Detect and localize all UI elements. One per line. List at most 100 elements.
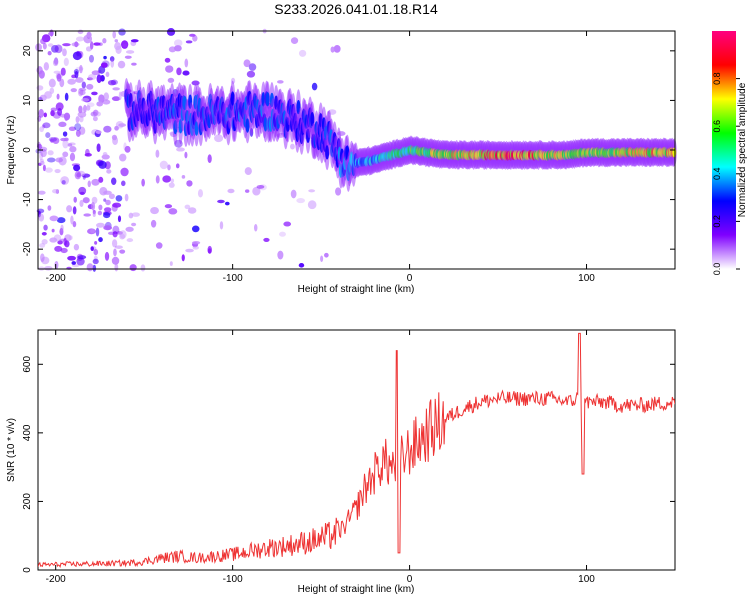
spectrogram-speckle <box>112 225 120 235</box>
spectrogram-speckle <box>58 121 67 128</box>
spectrogram-speckle <box>73 164 81 172</box>
spectrogram-speckle <box>263 237 270 243</box>
spectrogram-speckle <box>88 54 94 63</box>
spectrogram-speckle <box>89 41 94 50</box>
spectrogram-speckle <box>159 160 168 170</box>
spectrogram-speckle <box>69 146 77 153</box>
spectrogram-speckle <box>167 164 171 171</box>
spectrogram-speckle <box>57 108 63 116</box>
spectrogram-speckle <box>182 70 190 76</box>
spectrogram-speckle <box>47 51 52 56</box>
spectrogram-speckle <box>296 197 306 204</box>
snr-y-tick-label: 0 <box>22 567 33 573</box>
spectrogram-speckle <box>117 60 126 69</box>
spectrogram-speckle <box>73 196 77 203</box>
snr-frame <box>37 329 676 571</box>
spectrogram-speckle <box>131 212 140 217</box>
spectrogram-speckle <box>50 110 55 117</box>
spectrogram-speckle <box>174 45 182 52</box>
spectrogram-speckle <box>77 29 84 35</box>
spectrogram-speckle <box>298 49 307 57</box>
colorbar-tick-label: 0.4 <box>712 168 722 181</box>
spectrogram-speckle <box>96 143 101 153</box>
spectrogram-speckle <box>110 59 115 68</box>
spectrogram-speckle <box>253 223 258 232</box>
spectrogram-speckle <box>224 201 230 206</box>
spectrogram-speckle <box>41 239 48 245</box>
spectrogram-speckle <box>219 221 224 230</box>
spectrogram-speckle <box>175 163 180 169</box>
spectrogram-speckle <box>114 125 119 131</box>
spectrogram-speckle <box>169 261 173 266</box>
spectrogram-speckle <box>165 65 174 73</box>
spectrogram-speckle <box>47 150 54 156</box>
spectrogram-speckle <box>125 226 134 232</box>
spectrogram-speckle <box>47 43 54 47</box>
spectrogram-speckle <box>96 74 102 84</box>
spectrogram-speckle <box>55 102 64 111</box>
spectrogram-speckle <box>248 63 257 71</box>
spectrogram-speckle <box>115 195 123 202</box>
spectrogram-speckle <box>73 243 80 251</box>
spectrogram-speckle <box>48 78 56 88</box>
spectrogram-speckle <box>114 245 123 249</box>
spectrogram-speckle <box>95 227 100 237</box>
spectrogram-speckle <box>90 228 95 234</box>
spectrogram-speckle <box>207 154 212 163</box>
spectrogram-speckle <box>129 264 137 272</box>
spectrogram-speckle <box>64 137 69 142</box>
spectrogram-speckle <box>40 148 47 158</box>
spectrogram-speckle <box>102 38 107 44</box>
spectrogram-speckle <box>64 92 69 101</box>
spectrogram-speckle <box>62 43 71 47</box>
spectrogram-speckle <box>283 221 292 227</box>
spectrogram-speckle <box>43 112 48 118</box>
spectrogram-y-label: Frequency (Hz) <box>6 116 17 185</box>
spectrogram-speckle <box>168 182 175 188</box>
spectrogram-speckle <box>118 28 126 36</box>
spectrogram-ridge-cell <box>245 118 250 133</box>
spectrogram-speckle <box>176 67 182 76</box>
spectrogram-speckle <box>184 204 191 210</box>
spectrogram-speckle <box>277 250 284 260</box>
spectrogram-speckle <box>112 202 122 208</box>
spectrogram-speckle <box>75 77 84 83</box>
spectrogram-speckle <box>93 42 101 46</box>
spectrogram-speckle <box>37 190 46 195</box>
spectrogram-speckle <box>91 178 100 186</box>
spectrogram-speckle <box>124 55 132 59</box>
spectrogram-speckle <box>55 157 63 163</box>
spectrogram-speckle <box>192 245 200 250</box>
spectrogram-y-tick-label: 0 <box>22 147 33 153</box>
spectrogram-speckle <box>113 248 117 257</box>
spectrogram-speckle <box>164 57 171 63</box>
spectrogram-speckle <box>197 189 204 198</box>
snr-panel: -200 -100 0 100 0 200 400 600 Height of straig… <box>6 329 676 595</box>
spectrogram-speckle <box>59 78 65 88</box>
spectrogram-speckle <box>112 31 117 39</box>
spectrogram-speckle <box>131 62 137 66</box>
spectrogram-speckle <box>92 109 99 116</box>
spectrogram-speckle <box>98 94 105 104</box>
spectrogram-speckle <box>333 45 341 53</box>
spectrogram-speckle <box>70 88 77 93</box>
spectrogram-speckle <box>39 243 46 248</box>
spectrogram-speckle <box>57 240 63 245</box>
spectrogram-speckle <box>187 207 197 214</box>
spectrogram-speckle <box>98 204 103 211</box>
colorbar: 0.0 0.2 0.4 0.6 0.8 Normalized spectral ampl… <box>712 31 748 275</box>
spectrogram-speckle <box>79 65 83 74</box>
spectrogram-ridge-cell <box>310 112 315 127</box>
spectrogram-speckle <box>78 126 86 135</box>
spectrogram-speckle <box>93 249 99 256</box>
spectrogram-speckle <box>75 116 80 124</box>
spectrogram-speckle <box>164 204 173 209</box>
spectrogram-speckle <box>35 43 42 52</box>
snr-y-tick-label: 200 <box>22 493 33 510</box>
spectrogram-speckle <box>311 82 318 91</box>
spectrogram-speckle <box>125 50 135 54</box>
spectrogram-speckle <box>82 175 86 180</box>
spectrogram-x-tick-label: 100 <box>578 273 595 284</box>
colorbar-ticks: 0.0 0.2 0.4 0.6 0.8 <box>712 72 740 275</box>
spectrogram-ridge-cell <box>265 92 270 107</box>
